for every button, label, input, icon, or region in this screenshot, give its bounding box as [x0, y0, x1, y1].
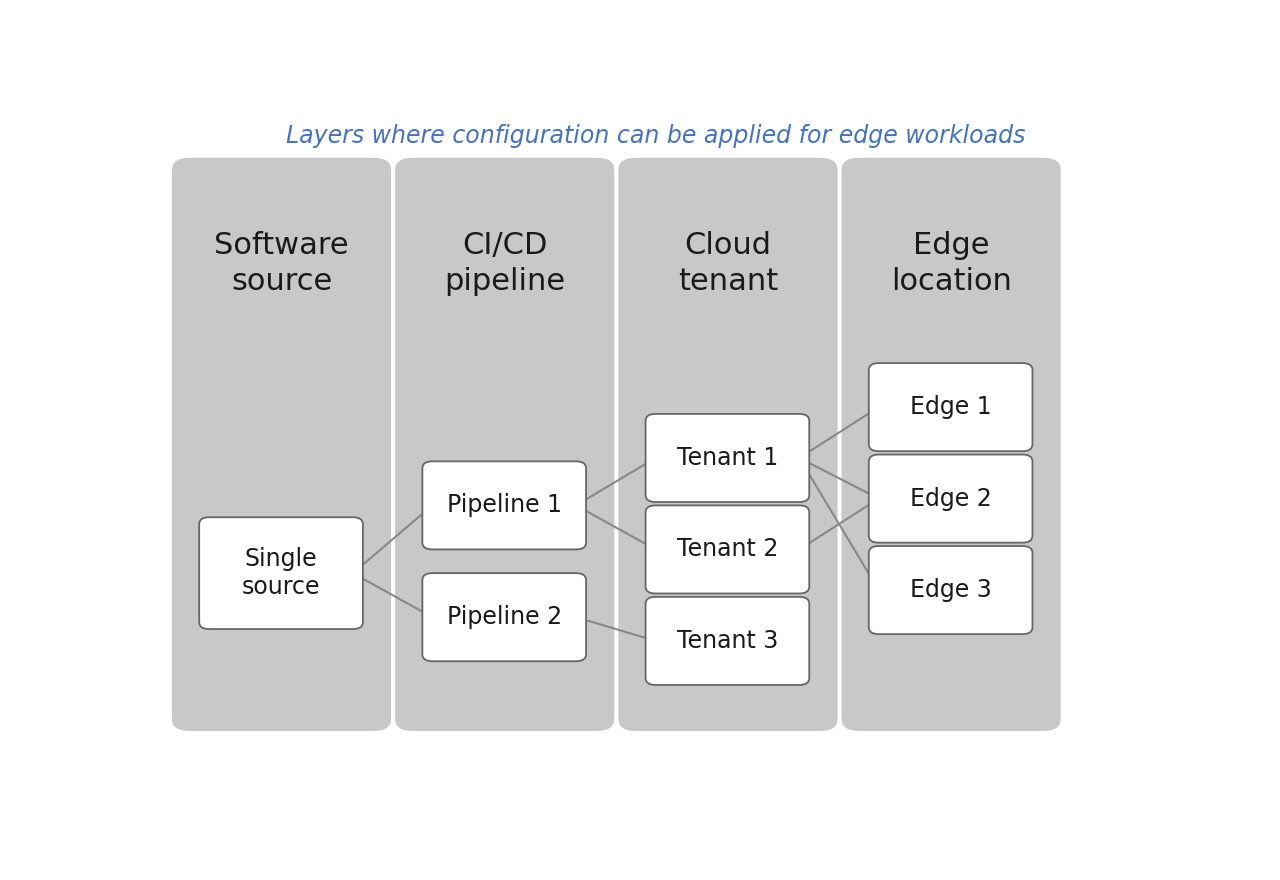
FancyBboxPatch shape: [645, 414, 809, 502]
Text: Edge 1: Edge 1: [910, 395, 992, 419]
Text: Edge 3: Edge 3: [910, 578, 992, 602]
Text: Tenant 3: Tenant 3: [677, 629, 778, 653]
FancyBboxPatch shape: [645, 505, 809, 593]
FancyBboxPatch shape: [645, 597, 809, 685]
FancyBboxPatch shape: [172, 158, 392, 731]
Text: Tenant 1: Tenant 1: [677, 446, 778, 470]
Text: Tenant 2: Tenant 2: [677, 538, 778, 561]
Text: Layers where configuration can be applied for edge workloads: Layers where configuration can be applie…: [287, 124, 1025, 148]
FancyBboxPatch shape: [396, 158, 614, 731]
FancyBboxPatch shape: [869, 363, 1033, 451]
FancyBboxPatch shape: [422, 461, 586, 549]
Text: Edge 2: Edge 2: [910, 487, 992, 510]
Text: Single
source: Single source: [242, 547, 320, 599]
Text: Pipeline 1: Pipeline 1: [447, 494, 562, 517]
FancyBboxPatch shape: [869, 546, 1033, 634]
FancyBboxPatch shape: [869, 455, 1033, 543]
Text: Cloud
tenant: Cloud tenant: [678, 231, 778, 296]
FancyBboxPatch shape: [200, 517, 362, 629]
Text: Pipeline 2: Pipeline 2: [447, 605, 562, 629]
FancyBboxPatch shape: [422, 573, 586, 661]
Text: CI/CD
pipeline: CI/CD pipeline: [444, 231, 566, 296]
Text: Software
source: Software source: [214, 231, 349, 296]
Text: Edge
location: Edge location: [891, 231, 1011, 296]
FancyBboxPatch shape: [841, 158, 1061, 731]
FancyBboxPatch shape: [618, 158, 837, 731]
